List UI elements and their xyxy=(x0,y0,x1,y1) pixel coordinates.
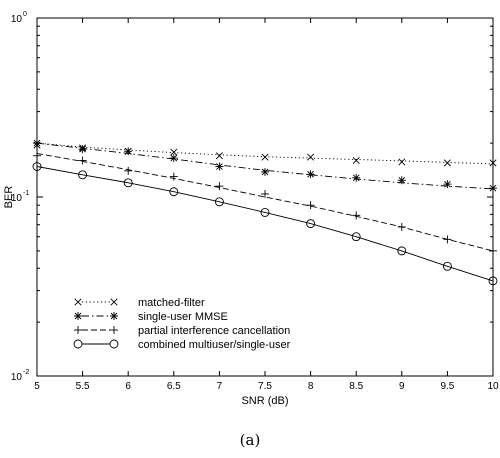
x-tick-label: 10 xyxy=(487,381,499,392)
legend-marker xyxy=(74,326,82,334)
data-point-4 xyxy=(214,197,224,207)
y-tick-label: 10 -2 xyxy=(11,369,29,383)
y-tick-exponent: -1 xyxy=(23,190,29,197)
data-point-4 xyxy=(351,232,361,242)
legend: matched-filter single-user MMSE partial in… xyxy=(73,297,291,351)
data-point-3 xyxy=(352,211,361,220)
legend-item: partial interference cancellation xyxy=(74,325,290,337)
x-tick-label: 6.5 xyxy=(167,381,181,392)
series-line-2 xyxy=(36,142,494,190)
legend-marker xyxy=(109,339,119,349)
data-point-1 xyxy=(398,158,406,166)
data-point-3 xyxy=(124,166,133,175)
y-tick-label: 10 -1 xyxy=(11,190,29,204)
y-tick-exponent: 0 xyxy=(23,11,27,18)
data-point-2 xyxy=(78,145,87,154)
data-point-2 xyxy=(397,176,406,185)
data-point-2 xyxy=(306,170,315,179)
legend-marker xyxy=(74,298,82,306)
data-point-4 xyxy=(442,261,452,271)
x-axis-label: SNR (dB) xyxy=(241,395,288,407)
x-tick-label: 7.5 xyxy=(258,381,272,392)
series-line-1 xyxy=(36,142,494,165)
data-point-3 xyxy=(78,156,87,165)
x-tick-label: 5.5 xyxy=(76,381,90,392)
figure-caption: (a) xyxy=(240,431,261,449)
x-tick-label: 5 xyxy=(34,381,40,392)
data-point-2 xyxy=(169,154,178,163)
data-point-1 xyxy=(352,156,360,164)
legend-item: combined multiuser/single-user xyxy=(73,339,291,351)
data-point-2 xyxy=(215,162,224,171)
data-point-2 xyxy=(352,173,361,182)
legend-item: single-user MMSE xyxy=(74,311,228,323)
y-axis-label: BER xyxy=(3,186,15,209)
data-point-1 xyxy=(170,148,178,156)
legend-label: matched-filter xyxy=(138,297,205,309)
data-point-1 xyxy=(443,159,451,167)
data-point-2 xyxy=(261,167,269,176)
data-point-2 xyxy=(124,147,133,156)
data-point-3 xyxy=(397,222,406,231)
y-tick-label: 10 0 xyxy=(11,11,27,25)
x-tick-label: 8 xyxy=(308,381,314,392)
series-line-4 xyxy=(36,166,494,282)
x-tick-label: 9.5 xyxy=(440,381,454,392)
data-point-4 xyxy=(306,219,316,229)
data-point-3 xyxy=(169,172,178,181)
legend-label: partial interference cancellation xyxy=(138,325,290,337)
series-line-3 xyxy=(36,153,494,252)
data-point-1 xyxy=(307,153,315,161)
y-tick-exponent: -2 xyxy=(23,369,29,376)
x-tick-label: 7 xyxy=(217,381,223,392)
data-point-4 xyxy=(169,187,179,197)
legend-marker xyxy=(110,312,118,320)
data-point-4 xyxy=(260,207,270,217)
axis-ticks xyxy=(36,17,494,377)
legend-marker xyxy=(110,298,118,306)
data-point-3 xyxy=(306,201,315,210)
data-point-3 xyxy=(215,182,224,191)
x-tick-label: 8.5 xyxy=(349,381,363,392)
y-tick-base: 10 xyxy=(11,193,23,204)
legend-label: single-user MMSE xyxy=(138,311,228,323)
y-tick-base: 10 xyxy=(11,14,23,25)
legend-marker xyxy=(110,326,118,334)
data-point-4 xyxy=(397,246,407,256)
data-point-4 xyxy=(78,170,88,180)
x-tick-label: 9 xyxy=(399,381,405,392)
legend-marker xyxy=(73,339,83,349)
data-point-1 xyxy=(261,153,269,161)
legend-marker xyxy=(74,312,82,320)
x-tick-label: 6 xyxy=(125,381,131,392)
y-tick-base: 10 xyxy=(11,372,23,383)
data-point-2 xyxy=(443,180,452,189)
data-point-3 xyxy=(443,235,452,244)
data-point-4 xyxy=(123,178,133,188)
plot-lines xyxy=(36,142,494,282)
data-point-3 xyxy=(261,189,269,198)
x-tick-labels: 5 5.5 6 6.5 7 7.5 8 8.5 9 9.5 10 xyxy=(34,381,499,392)
legend-label: combined multiuser/single-user xyxy=(138,339,291,351)
data-point-1 xyxy=(215,152,223,160)
legend-item: matched-filter xyxy=(74,297,205,309)
